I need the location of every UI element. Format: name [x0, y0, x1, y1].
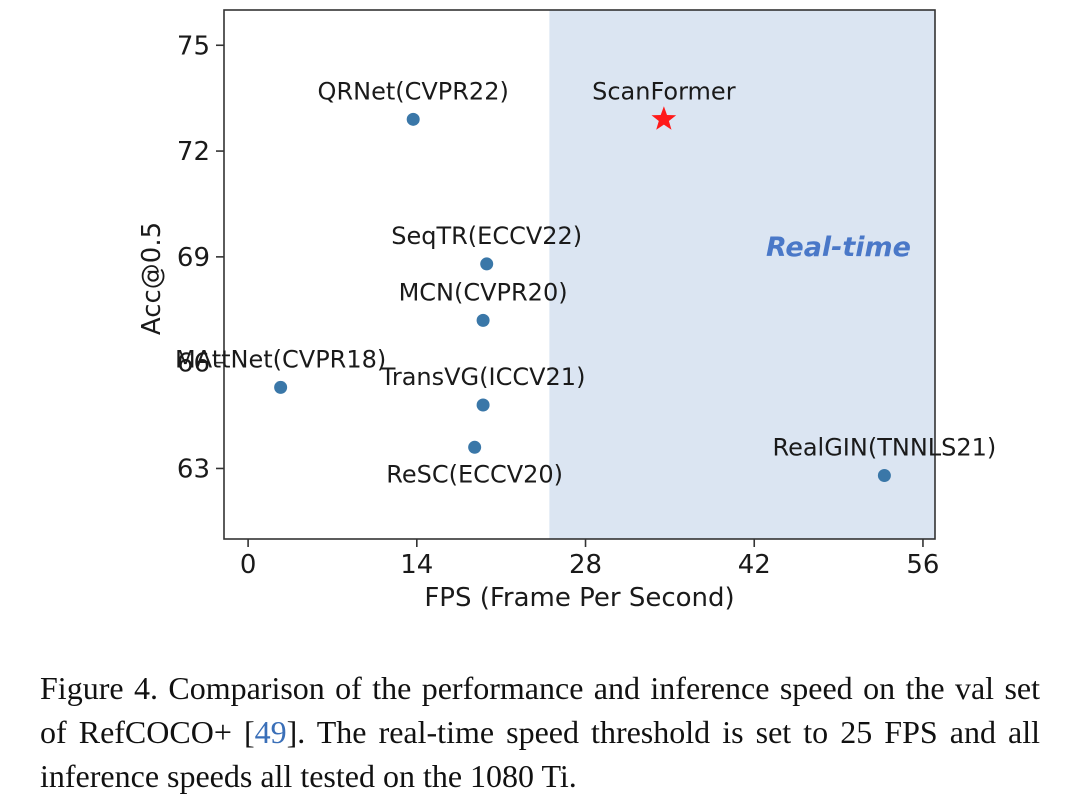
point-label-realgin-tnnls21: RealGIN(TNNLS21): [772, 434, 996, 462]
point-resc-eccv20: [468, 440, 482, 454]
caption-prefix: Figure 4. Comparison of the performance …: [40, 670, 1040, 750]
point-label-mcn-cvpr20: MCN(CVPR20): [399, 278, 568, 306]
point-transvg-iccv21: [476, 398, 490, 412]
caption-suffix: ]. The real-time speed threshold is set …: [40, 714, 1041, 794]
x-axis: 0 14 28 42 56: [240, 539, 939, 580]
point-label-qrnet-cvpr22: QRNet(CVPR22): [318, 77, 509, 105]
point-label-resc-eccv20: ReSC(ECCV20): [386, 460, 563, 488]
y-tick-label: 66: [177, 349, 210, 379]
y-axis: 63 66 69 72 75: [177, 31, 224, 484]
point-label-transvg-iccv21: TransVG(ICCV21): [380, 363, 586, 391]
point-mattnet-cvpr18: [274, 380, 288, 394]
figure-caption: Figure 4. Comparison of the performance …: [40, 666, 1040, 798]
y-tick-label: 69: [177, 243, 210, 273]
point-scanformer: [651, 106, 677, 130]
point-seqtr-eccv22: [480, 257, 494, 271]
point-mcn-cvpr20: [476, 313, 490, 327]
realtime-region: [549, 10, 935, 539]
x-tick-label: 56: [906, 550, 939, 580]
point-qrnet-cvpr22: [406, 112, 420, 126]
point-label-mattnet-cvpr18: MAttNet(CVPR18): [175, 345, 386, 373]
data-points: QRNet(CVPR22) ScanFormer SeqTR(ECCV22) MCN(…: [175, 77, 996, 488]
x-axis-label: FPS (Frame Per Second): [424, 583, 734, 613]
realtime-label: Real-time: [766, 232, 911, 263]
scatter-chart: Real-time 0 14 28 42 56 63 66 69 72 75 QRNet(CVP…: [137, 9, 996, 613]
y-tick-label: 75: [177, 31, 210, 61]
x-tick-label: 0: [240, 550, 257, 580]
x-tick-label: 42: [738, 550, 771, 580]
y-tick-label: 72: [177, 137, 210, 167]
y-axis-label: Acc@0.5: [137, 222, 167, 335]
x-tick-label: 14: [400, 550, 433, 580]
point-realgin-tnnls21: [877, 469, 891, 483]
y-tick-label: 63: [177, 454, 210, 484]
point-label-seqtr-eccv22: SeqTR(ECCV22): [391, 222, 582, 250]
plot-frame: [223, 9, 936, 540]
point-label-scanformer: ScanFormer: [592, 77, 736, 105]
caption-reference-link[interactable]: 49: [254, 714, 287, 750]
x-tick-label: 28: [569, 550, 602, 580]
